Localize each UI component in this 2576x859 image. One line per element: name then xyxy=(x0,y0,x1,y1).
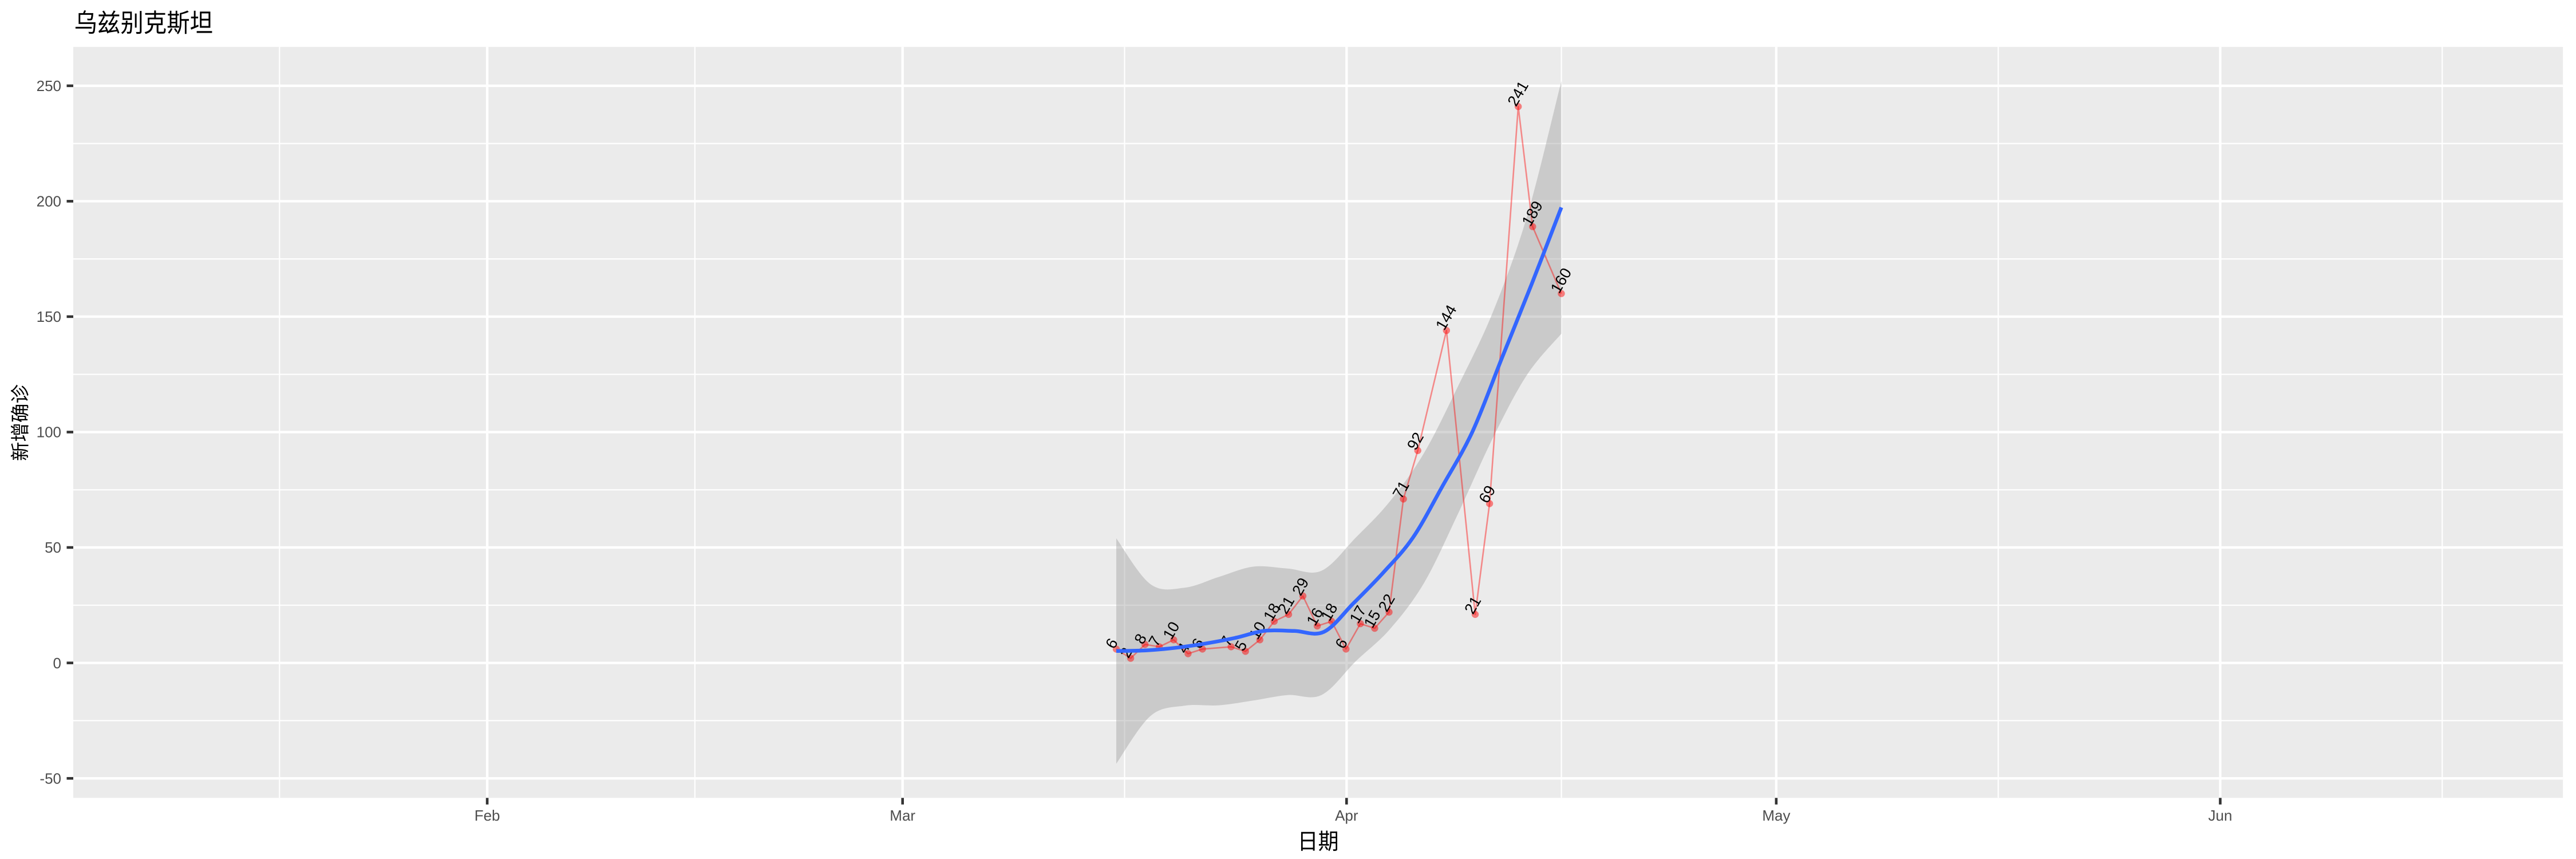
svg-text:Feb: Feb xyxy=(475,807,500,824)
svg-text:50: 50 xyxy=(45,539,61,556)
svg-text:0: 0 xyxy=(53,655,61,672)
svg-text:Mar: Mar xyxy=(890,807,915,824)
svg-text:100: 100 xyxy=(37,424,61,441)
svg-text:Jun: Jun xyxy=(2208,807,2233,824)
svg-text:May: May xyxy=(1762,807,1790,824)
svg-text:150: 150 xyxy=(37,308,61,325)
svg-text:200: 200 xyxy=(37,193,61,210)
svg-text:250: 250 xyxy=(37,77,61,94)
svg-text:-50: -50 xyxy=(39,770,61,787)
svg-text:Apr: Apr xyxy=(1335,807,1358,824)
